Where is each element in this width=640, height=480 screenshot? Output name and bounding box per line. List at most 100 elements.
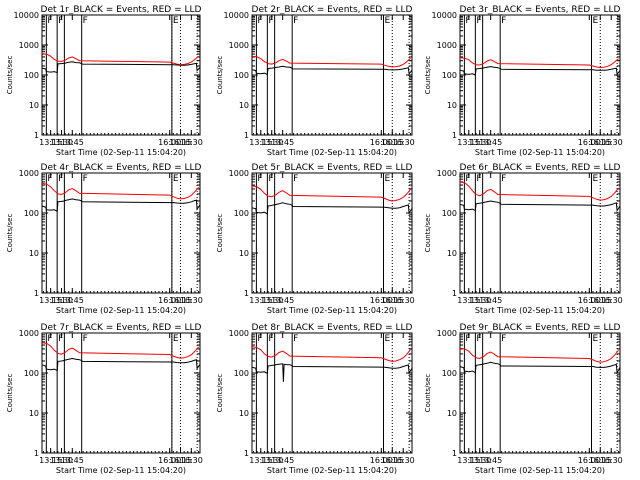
chart-title: Det 9r_BLACK = Events, RED = LLD — [460, 323, 621, 333]
x-tick-label: 16:15 — [589, 296, 612, 305]
x-axis-label: Start Time (02-Sep-11 15:04:20) — [475, 148, 605, 157]
x-tick-label: 16:30 — [180, 296, 203, 305]
series-red-line — [41, 53, 199, 66]
y-tick-label: 1000 — [437, 329, 457, 338]
x-axis-label: Start Time (02-Sep-11 15:04:20) — [56, 306, 186, 315]
y-tick-label: 10 — [239, 249, 249, 258]
y-tick-label: 1000 — [19, 169, 39, 178]
y-tick-label: 10 — [447, 409, 457, 418]
x-tick-label: 13:45 — [61, 456, 84, 465]
plot-frame — [251, 14, 413, 136]
y-axis-label: Counts/sec — [6, 214, 14, 253]
chart-title: Det 6r_BLACK = Events, RED = LLD — [460, 163, 621, 173]
series-black-line — [41, 357, 201, 372]
y-tick-label: 10000 — [432, 11, 457, 20]
y-tick-label: 1 — [452, 289, 457, 298]
y-minor-ticks — [460, 334, 620, 442]
flag-label: F — [501, 334, 506, 344]
x-tick-label: 13:45 — [271, 456, 294, 465]
y-tick-label: 1 — [34, 131, 39, 140]
x-tick-label: 16:30 — [180, 456, 203, 465]
flag-label: F — [268, 334, 273, 344]
flag-label: F — [465, 16, 470, 26]
x-tick-label: 16:30 — [392, 456, 415, 465]
y-tick-label: 100 — [442, 369, 457, 378]
flag-label: F — [293, 16, 298, 26]
x-tick-label: 16:00 — [370, 138, 393, 147]
x-tick-label: 16:30 — [600, 296, 623, 305]
x-tick-label: 13:45 — [479, 456, 502, 465]
flag-label: F — [268, 174, 273, 184]
series-black-line — [459, 66, 621, 76]
x-axis-label: Start Time (02-Sep-11 15:04:20) — [56, 148, 186, 157]
plot-frame — [459, 332, 621, 454]
flag-label: F — [465, 174, 470, 184]
y-tick-label: 10000 — [224, 11, 249, 20]
x-tick-label: 13:15 — [39, 138, 62, 147]
x-tick-label: 13:45 — [61, 296, 84, 305]
y-minor-ticks — [460, 15, 620, 127]
x-tick-label: 13:15 — [457, 456, 480, 465]
series-red-line — [251, 346, 411, 362]
x-tick-label: 16:15 — [381, 296, 404, 305]
flag-label: E — [593, 16, 599, 26]
flag-label: E — [385, 334, 391, 344]
x-axis-label: Start Time (02-Sep-11 15:04:20) — [56, 466, 186, 475]
y-tick-label: 1 — [244, 289, 249, 298]
flag-label: F — [58, 174, 63, 184]
plot-frame — [41, 14, 201, 136]
x-tick-label: 16:00 — [370, 456, 393, 465]
series-black-line — [41, 198, 201, 213]
x-axis-label: Start Time (02-Sep-11 15:04:20) — [267, 306, 397, 315]
series-red-line — [41, 342, 199, 359]
y-axis-label: Counts/sec — [216, 214, 224, 253]
y-tick-label: 10 — [447, 249, 457, 258]
x-tick-label: 13:30 — [468, 456, 491, 465]
series-black-line — [251, 202, 413, 215]
series-red-line — [41, 182, 199, 200]
flag-label: F — [58, 334, 63, 344]
flag-label: F — [501, 16, 506, 26]
x-tick-label: 16:00 — [578, 456, 601, 465]
flag-label: F — [476, 174, 481, 184]
x-tick-label: 13:30 — [260, 296, 283, 305]
x-tick-label: 16:15 — [589, 138, 612, 147]
y-minor-ticks — [42, 15, 200, 127]
flag-label: F — [83, 174, 88, 184]
y-minor-ticks — [252, 334, 412, 442]
series-red-line — [251, 185, 411, 202]
x-tick-label: 13:30 — [468, 138, 491, 147]
y-tick-label: 100 — [24, 71, 39, 80]
series-black-line — [41, 61, 201, 74]
series-red-line — [459, 181, 619, 201]
chart-title: Det 2r_BLACK = Events, RED = LLD — [252, 5, 413, 15]
chart-title: Det 8r_BLACK = Events, RED = LLD — [252, 323, 413, 333]
y-tick-label: 10 — [29, 249, 39, 258]
flag-label: F — [293, 174, 298, 184]
y-tick-label: 100 — [234, 209, 249, 218]
flag-label: F — [465, 334, 470, 344]
y-minor-ticks — [42, 334, 200, 442]
x-tick-label: 13:45 — [61, 138, 84, 147]
y-tick-label: 1 — [244, 131, 249, 140]
flag-label: F — [501, 174, 506, 184]
x-tick-label: 16:15 — [589, 456, 612, 465]
x-tick-label: 13:45 — [479, 296, 502, 305]
y-tick-label: 1 — [244, 449, 249, 458]
y-tick-label: 100 — [24, 369, 39, 378]
chart-title: Det 1r_BLACK = Events, RED = LLD — [41, 5, 202, 15]
x-axis-label: Start Time (02-Sep-11 15:04:20) — [267, 148, 397, 157]
x-tick-label: 13:30 — [50, 138, 73, 147]
flag-label: E — [385, 16, 391, 26]
series-black-line — [459, 361, 621, 375]
x-tick-label: 13:15 — [457, 138, 480, 147]
y-tick-label: 1000 — [437, 169, 457, 178]
